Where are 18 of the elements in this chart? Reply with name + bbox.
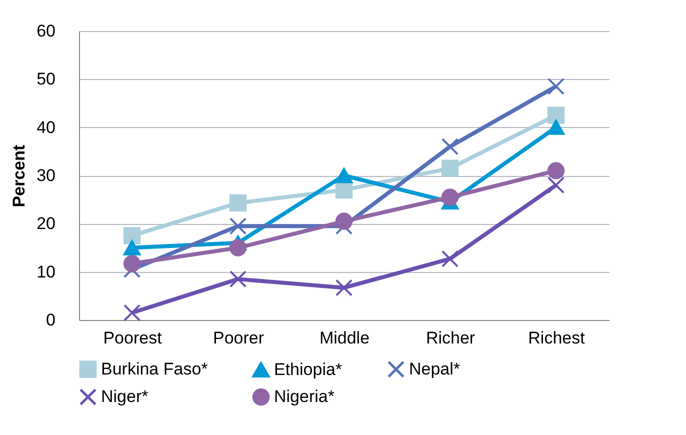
x-tick-label: Richest xyxy=(528,328,586,348)
y-tick-label: 0 xyxy=(46,310,56,330)
legend-label: Ethiopia* xyxy=(274,360,342,379)
legend-label: Nigeria* xyxy=(274,387,335,406)
y-tick-label: 40 xyxy=(36,118,56,137)
legend-label: Burkina Faso* xyxy=(101,359,208,378)
y-axis-title: Percent xyxy=(10,144,29,208)
legend-label: Niger* xyxy=(101,387,149,406)
x-tick-label: Richer xyxy=(426,328,476,348)
x-tick-label: Middle xyxy=(319,328,370,348)
y-tick-label: 50 xyxy=(36,70,56,89)
y-tick-label: 60 xyxy=(36,22,56,40)
x-tick-label: Poorer xyxy=(212,328,264,348)
y-tick-label: 10 xyxy=(36,262,56,282)
legend-label: Nepal* xyxy=(409,359,460,378)
y-tick-label: 20 xyxy=(36,214,56,234)
x-tick-label: Poorest xyxy=(103,328,162,348)
y-tick-label: 30 xyxy=(36,166,56,185)
